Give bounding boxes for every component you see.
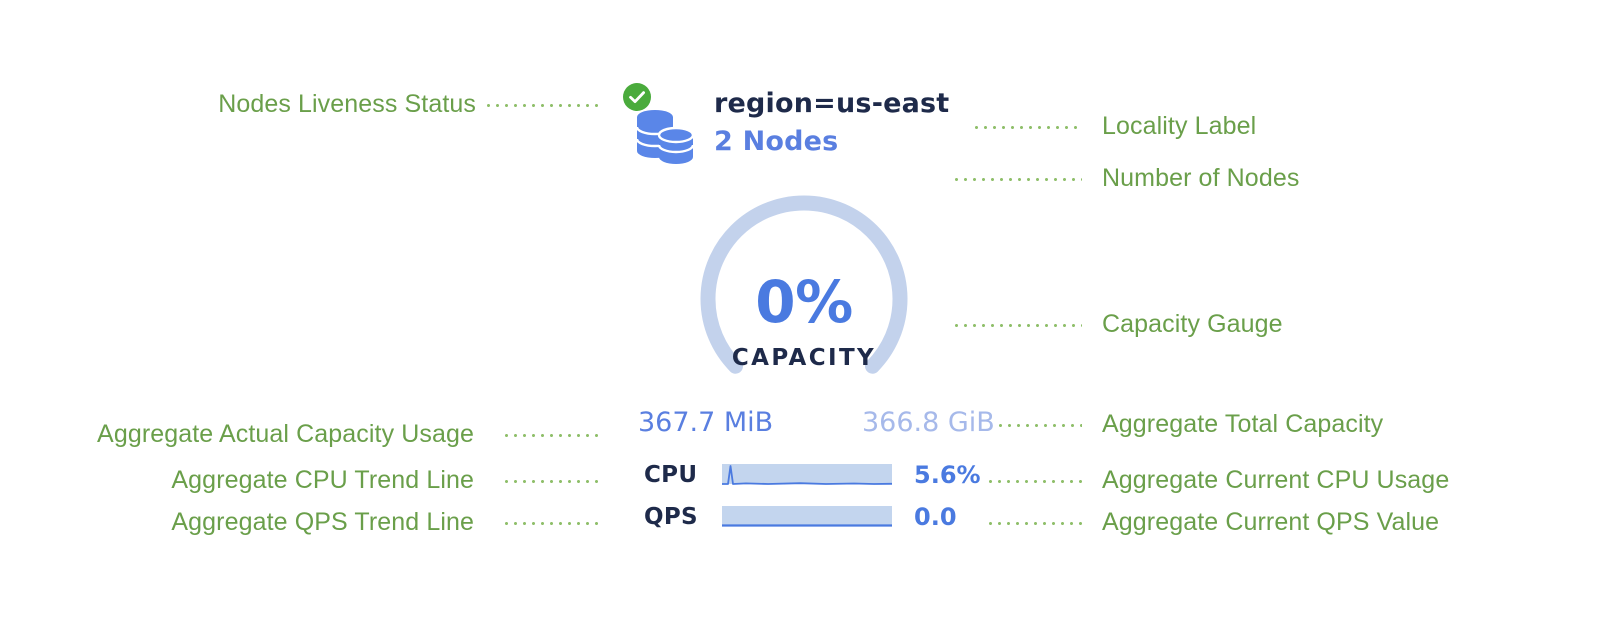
leader-line-aggregate-actual-capacity-usage [502, 434, 600, 437]
metric-row-qps[interactable]: QPS 0.0 [644, 502, 957, 532]
nodes-count-value: 2 Nodes [714, 126, 839, 157]
annotation-label: Locality Label [1102, 112, 1257, 140]
leader-line-aggregate-current-cpu-usage [986, 480, 1082, 483]
leader-line-aggregate-total-capacity [996, 424, 1082, 427]
leader-line-aggregate-qps-trend-line [502, 522, 600, 525]
annotation-aggregate-cpu-trend-line: Aggregate CPU Trend Line [144, 468, 474, 493]
capacity-values-row: 367.7 MiB 366.8 GiB [638, 407, 1018, 441]
metric-row-cpu[interactable]: CPU 5.6% [644, 460, 981, 490]
annotation-label: Aggregate Current CPU Usage [1102, 466, 1450, 494]
node-header-text: region=us-east 2 Nodes [714, 87, 950, 159]
capacity-gauge[interactable]: 0% CAPACITY [644, 192, 964, 422]
node-summary-widget: region=us-east 2 Nodes 0% CAPACITY 367.7… [623, 82, 1026, 552]
annotation-label: Aggregate CPU Trend Line [171, 466, 474, 494]
capacity-used-value: 367.7 MiB [638, 407, 774, 438]
annotation-label: Aggregate Actual Capacity Usage [97, 420, 474, 448]
annotation-aggregate-current-qps-value: Aggregate Current QPS Value [1102, 510, 1439, 535]
metric-value-qps: 0.0 [914, 503, 957, 531]
check-circle-icon [622, 82, 652, 117]
qps-sparkline [722, 504, 892, 530]
metric-label-cpu: CPU [644, 461, 698, 488]
annotation-nodes-liveness-status: Nodes Liveness Status [192, 92, 476, 117]
capacity-total-value: 366.8 GiB [862, 407, 995, 438]
leader-line-locality-label [972, 126, 1082, 129]
leader-line-aggregate-cpu-trend-line [502, 480, 600, 483]
annotation-locality-label: Locality Label [1102, 114, 1256, 139]
annotation-label: Capacity Gauge [1102, 310, 1283, 338]
metric-label-qps: QPS [644, 503, 698, 530]
database-stack-icon [634, 104, 696, 169]
node-header[interactable]: region=us-east 2 Nodes [623, 82, 950, 169]
annotation-aggregate-total-capacity: Aggregate Total Capacity [1102, 412, 1383, 437]
capacity-gauge-arc [700, 195, 908, 374]
annotation-number-of-nodes: Number of Nodes [1102, 166, 1299, 191]
annotation-capacity-gauge: Capacity Gauge [1102, 312, 1283, 337]
leader-line-aggregate-current-qps-value [986, 522, 1082, 525]
annotation-aggregate-current-cpu-usage: Aggregate Current CPU Usage [1102, 468, 1449, 493]
annotation-label: Number of Nodes [1102, 164, 1300, 192]
annotation-label: Aggregate QPS Trend Line [171, 508, 474, 536]
leader-line-capacity-gauge [952, 324, 1082, 327]
annotation-aggregate-qps-trend-line: Aggregate QPS Trend Line [144, 510, 474, 535]
annotation-label: Aggregate Total Capacity [1102, 410, 1384, 438]
annotation-aggregate-actual-capacity-usage: Aggregate Actual Capacity Usage [62, 422, 474, 447]
metric-value-cpu: 5.6% [914, 461, 981, 489]
cpu-sparkline [722, 462, 892, 488]
leader-line-number-of-nodes [952, 178, 1082, 181]
leader-line-nodes-liveness-status [484, 104, 600, 107]
node-icon-group [623, 82, 704, 169]
annotation-label: Aggregate Current QPS Value [1102, 508, 1440, 536]
annotation-label: Nodes Liveness Status [218, 90, 476, 118]
locality-label-value: region=us-east [714, 87, 950, 119]
